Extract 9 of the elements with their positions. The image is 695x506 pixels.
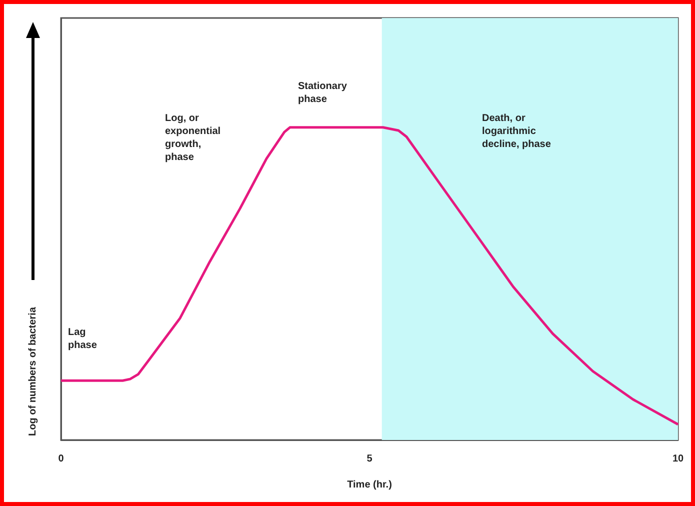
text: Stationary phase xyxy=(298,81,348,105)
x-tick-label: 5 xyxy=(366,454,373,464)
x-axis-title: Time (hr.) xyxy=(347,480,392,490)
x-tick-label: 0 xyxy=(58,454,64,464)
x-tick-label: 10 xyxy=(672,454,684,464)
y-axis-title: Log of numbers of bacteria xyxy=(28,306,38,436)
annotation: Lag phase xyxy=(68,327,98,351)
annotation: Death, or logarithmic decline, phase xyxy=(482,113,552,150)
annotation: Log, or exponential growth, phase xyxy=(165,113,221,163)
